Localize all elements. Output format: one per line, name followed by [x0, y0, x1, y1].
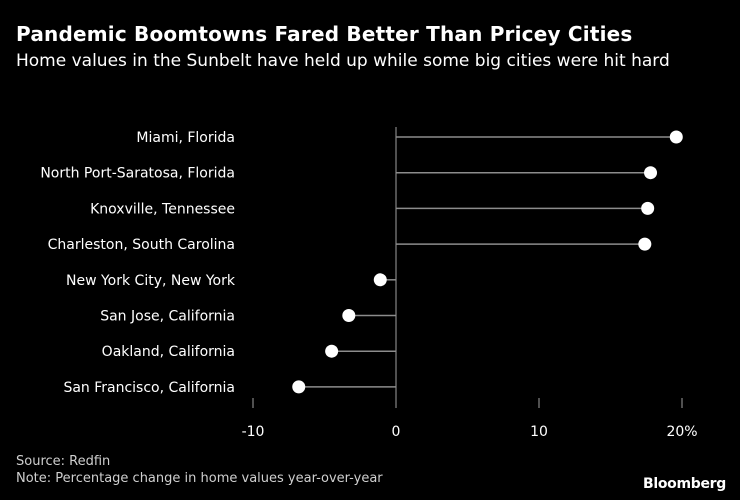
x-tick-label: 10 [530, 424, 548, 440]
category-label: New York City, New York [66, 273, 236, 289]
lollipop-dot [638, 237, 652, 251]
source-note: Source: Redfin [16, 454, 111, 469]
category-label: Knoxville, Tennessee [90, 201, 235, 217]
category-label: North Port-Saratosa, Florida [40, 166, 235, 182]
lollipop-dot [342, 309, 356, 322]
lollipop-dot [644, 166, 658, 180]
bloomberg-logo: Bloomberg [642, 476, 726, 492]
category-label: Charleston, South Carolina [48, 237, 235, 253]
lollipop-dot [669, 130, 683, 144]
lollipop-dot [292, 380, 306, 394]
category-label: San Jose, California [100, 309, 235, 325]
lollipop-dot [325, 344, 339, 358]
x-tick-label: 0 [392, 424, 401, 440]
x-tick-label: 20% [666, 424, 697, 440]
chart-subtitle: Home values in the Sunbelt have held up … [16, 51, 670, 71]
x-tick-label: -10 [242, 424, 265, 440]
lollipop-dot [373, 273, 387, 287]
lollipop-dot [641, 201, 655, 215]
chart-title: Pandemic Boomtowns Fared Better Than Pri… [16, 22, 633, 46]
category-label: Oakland, California [102, 344, 235, 360]
category-label: Miami, Florida [136, 130, 235, 146]
footnote: Note: Percentage change in home values y… [16, 471, 383, 486]
category-label: San Francisco, California [63, 380, 235, 396]
